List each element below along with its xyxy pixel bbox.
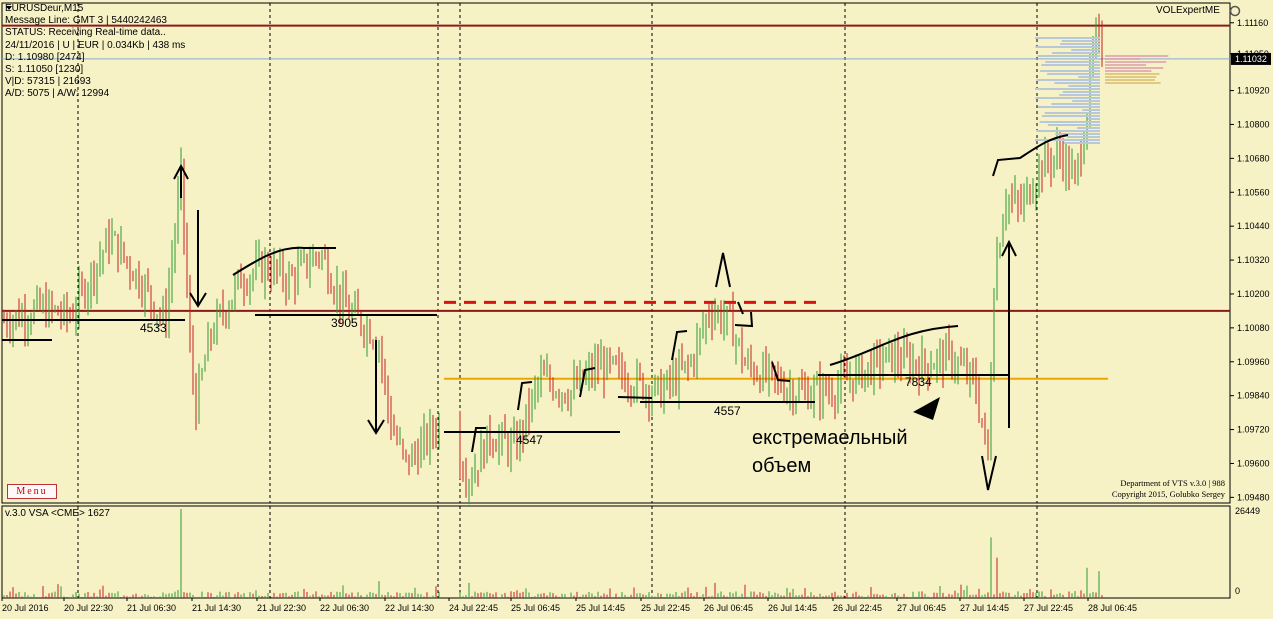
y-tick-label: 1.10920 — [1237, 86, 1270, 96]
x-tick-label: 20 Jul 22:30 — [64, 603, 113, 613]
x-tick-label: 22 Jul 06:30 — [320, 603, 369, 613]
x-tick-label: 27 Jul 06:45 — [897, 603, 946, 613]
volume-number-label: 7834 — [905, 375, 932, 389]
comment-line-2: объем — [752, 455, 812, 477]
x-tick-label: 28 Jul 06:45 — [1088, 603, 1137, 613]
y-tick-label: 1.10800 — [1237, 119, 1270, 129]
vsa-window-label: v.3.0 VSA <CME> 1627 — [5, 508, 110, 519]
annotation-stroke — [173, 163, 189, 198]
annotation-stroke — [734, 301, 754, 328]
y-tick-label: 1.09600 — [1237, 458, 1270, 468]
ad-line: A/D: 5075 | A/W: 12994 — [5, 88, 110, 100]
x-tick-label: 21 Jul 22:30 — [257, 603, 306, 613]
x-tick-label: 26 Jul 22:45 — [833, 603, 882, 613]
volume-number-label: 4533 — [140, 321, 167, 335]
annotation-stroke — [771, 361, 791, 382]
annotation-line — [617, 396, 653, 399]
y-tick-label: 1.10320 — [1237, 255, 1270, 265]
annotation-stroke — [671, 330, 688, 361]
annotation-stroke — [232, 246, 336, 276]
y-tick-label: 1.09960 — [1237, 357, 1270, 367]
volume-number-label: 3905 — [331, 316, 358, 330]
x-tick-label: 22 Jul 14:30 — [385, 603, 434, 613]
y-tick-label: 1.10680 — [1237, 153, 1270, 163]
annotation-stroke — [981, 455, 997, 491]
d-line: D: 1.10980 [2474] — [5, 51, 85, 63]
volume-axis-min: 0 — [1235, 586, 1240, 596]
credits-line-1: Department of VTS v.3.0 | 988 — [1120, 478, 1225, 488]
annotation-stroke — [189, 210, 207, 308]
x-tick-label: 26 Jul 14:45 — [768, 603, 817, 613]
x-tick-label: 25 Jul 06:45 — [511, 603, 560, 613]
volume-number-label: 4557 — [714, 404, 741, 418]
comment-line-1: екстремаельный — [752, 427, 908, 449]
x-tick-label: 27 Jul 22:45 — [1024, 603, 1073, 613]
indicator-brand: VOLExpertME — [1156, 5, 1220, 16]
current-price-tag — [1231, 52, 1271, 65]
y-tick-label: 1.10440 — [1237, 221, 1270, 231]
x-tick-label: 21 Jul 14:30 — [192, 603, 241, 613]
credits-line-2: Copyright 2015, Golubko Sergey — [1111, 489, 1225, 499]
y-tick-label: 1.09720 — [1237, 425, 1270, 435]
annotation-stroke — [471, 427, 486, 453]
annotation-stroke — [579, 367, 596, 398]
vd-line: V|D: 57315 | 21693 — [5, 76, 91, 88]
x-tick-label: 25 Jul 14:45 — [576, 603, 625, 613]
y-tick-label: 1.10200 — [1237, 289, 1270, 299]
volume-plot-frame — [1, 505, 1231, 599]
current-price-label: 1.11032 — [1235, 54, 1267, 64]
symbol-title: EURUSDeur,M15 — [5, 3, 84, 14]
annotation-stroke — [367, 340, 385, 435]
dropdown-triangle-icon — [6, 6, 12, 10]
annotation-stroke — [1001, 239, 1017, 428]
y-tick-label: 1.09840 — [1237, 391, 1270, 401]
session-line: 24/11/2016 | U | EUR | 0.034Kb | 438 ms — [5, 39, 186, 51]
y-tick-label: 1.11160 — [1237, 18, 1268, 28]
x-tick-label: 25 Jul 22:45 — [641, 603, 690, 613]
y-tick-label: 1.10560 — [1237, 187, 1270, 197]
y-tick-label: 1.10080 — [1237, 323, 1270, 333]
volume-number-label: 4547 — [516, 433, 543, 447]
annotation-stroke — [992, 134, 1069, 177]
x-tick-label: 21 Jul 06:30 — [127, 603, 176, 613]
y-tick-label: 1.09480 — [1237, 492, 1270, 502]
gear-icon — [1229, 5, 1241, 17]
message-line: Message Line: GMT 3 | 5440242463 — [5, 15, 167, 27]
volume-axis-max: 26449 — [1235, 506, 1260, 516]
s-line: S: 1.11050 [1230] — [5, 64, 84, 76]
x-tick-label: 26 Jul 06:45 — [704, 603, 753, 613]
main-plot-frame — [1, 2, 1231, 504]
x-tick-label: 27 Jul 14:45 — [960, 603, 1009, 613]
x-tick-label: 24 Jul 22:45 — [449, 603, 498, 613]
annotation-pointer — [913, 397, 940, 420]
status-line: STATUS: Receiving Real-time data.. — [5, 27, 166, 39]
annotation-stroke — [517, 381, 533, 411]
annotation-stroke — [715, 252, 731, 288]
menu-button[interactable]: Menu — [7, 484, 57, 499]
credits: Department of VTS v.3.0 | 988 Copyright … — [1112, 478, 1225, 500]
info-panel: EURUSDeur,M15 Message Line: GMT 3 | 5440… — [5, 3, 185, 101]
x-tick-label: 20 Jul 2016 — [2, 603, 49, 613]
annotation-stroke — [829, 325, 959, 366]
